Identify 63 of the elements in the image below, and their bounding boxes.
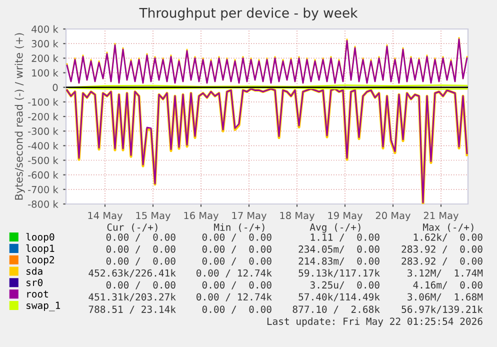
text: 0.00 / 0.00: [202, 257, 272, 266]
y-axis-title: Bytes/second read (-) / write (+): [14, 33, 25, 200]
y-tick-label: -200 k: [28, 112, 58, 120]
x-tick-label: 14 May: [88, 212, 122, 222]
legend-label: loop0: [26, 233, 54, 242]
text: 4.16m/ 0.00: [413, 281, 482, 290]
y-tick-label: 200 k: [32, 54, 58, 62]
text: 3.25u/ 0.00: [310, 281, 380, 290]
text: 451.31k/203.27k: [88, 293, 176, 302]
y-tick-label: 0: [52, 84, 58, 92]
x-tick-label: 20 May: [376, 212, 410, 222]
y-tick-label: 400 k: [32, 25, 58, 33]
text: 0.00 / 0.00: [106, 233, 176, 242]
chart-title: Throughput per device - by week: [139, 8, 358, 20]
text: 0.00 / 0.00: [202, 306, 272, 314]
text: 788.51 / 23.14k: [88, 305, 176, 314]
text: 3.12M/ 1.74M: [408, 269, 483, 278]
text: 1.11 / 0.00: [310, 233, 380, 242]
text: 3.06M/ 1.68M: [408, 293, 483, 302]
y-tick-label: 100 k: [32, 69, 58, 77]
text: 0.00 / 0.00: [106, 257, 176, 266]
x-tick-label: 19 May: [328, 212, 362, 222]
text: 0.00 / 0.00: [106, 281, 176, 290]
text: 283.92 / 0.00: [402, 257, 482, 266]
y-tick-label: -500 k: [28, 156, 58, 164]
text: 0.00 / 0.00: [106, 245, 176, 254]
y-tick-label: -100 k: [28, 98, 58, 106]
x-tick-label: 18 May: [280, 212, 314, 222]
y-tick-label: -700 k: [28, 186, 58, 194]
x-tick-label: 15 May: [136, 212, 170, 222]
legend-label: loop1: [26, 244, 54, 254]
legend-label: sr0: [26, 278, 42, 286]
text: 0.00 / 12.74k: [196, 269, 272, 278]
text: 0.00 / 0.00: [202, 245, 272, 254]
text: 0.00 / 0.00: [202, 233, 272, 242]
x-tick-label: 21 May: [424, 212, 458, 222]
text: 283.92 / 0.00: [402, 245, 482, 254]
legend-label: root: [27, 290, 48, 298]
text: 57.40k/114.49k: [298, 293, 380, 302]
text: 452.63k/226.41k: [88, 269, 176, 278]
x-tick-label: 16 May: [184, 212, 218, 222]
text: Cur (-/+): [107, 223, 158, 232]
y-tick-label: 300 k: [32, 40, 58, 48]
legend-label: loop2: [26, 256, 54, 266]
text: Max (-/+): [423, 223, 474, 232]
text: Min (-/+): [214, 223, 264, 232]
text: Last update: Fri May 22 01:25:54 2026: [267, 317, 482, 327]
y-tick-label: -300 k: [28, 127, 58, 135]
y-tick-label: -400 k: [28, 142, 58, 150]
text: 0.00 / 12.74k: [196, 293, 272, 302]
legend-label: swap_1: [26, 302, 60, 312]
text: 1.62k/ 0.00: [414, 233, 482, 242]
text: 877.10 / 2.68k: [292, 305, 380, 314]
y-tick-label: -800 k: [28, 200, 58, 208]
text: 56.97k/139.21k: [402, 305, 483, 314]
text: Avg (-/+): [310, 223, 360, 233]
text: 0.00 / 0.00: [202, 281, 272, 290]
text: 59.13k/117.17k: [298, 269, 380, 278]
x-tick-label: 17 May: [232, 212, 266, 222]
y-tick-label: -600 k: [28, 171, 58, 179]
text: 234.05m/ 0.00: [298, 245, 380, 254]
text: 214.83m/ 0.00: [298, 257, 380, 266]
legend-label: sda: [26, 267, 42, 275]
